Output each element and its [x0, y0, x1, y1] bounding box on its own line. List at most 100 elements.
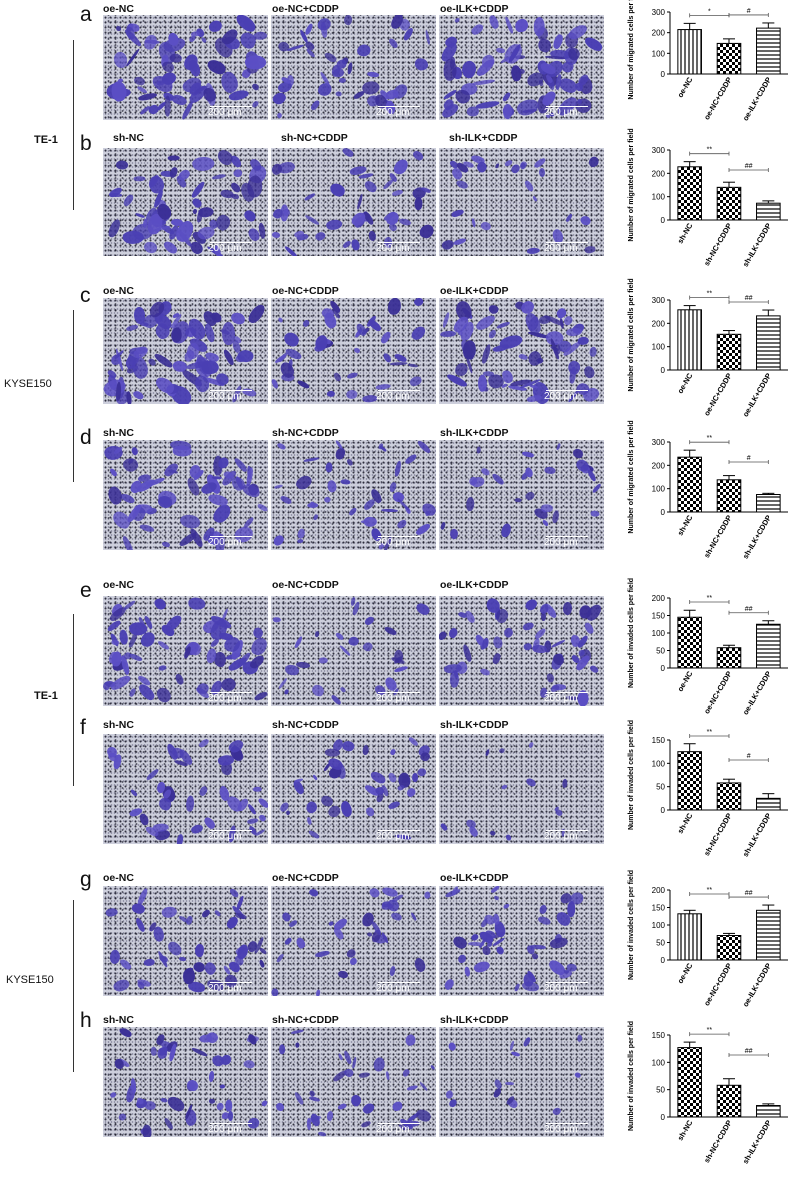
y-tick-label: 200	[652, 319, 666, 328]
image-label: sh-ILK+CDDP	[440, 1014, 509, 1026]
micrograph: 200 μm	[439, 596, 604, 706]
stained-cell	[159, 1097, 168, 1104]
stained-cell	[440, 330, 457, 337]
stained-cell	[311, 683, 326, 697]
scale-bar-label: 200 μm	[208, 537, 242, 548]
stained-cell	[353, 347, 361, 354]
stained-cell	[561, 600, 573, 615]
stained-cell	[418, 1081, 429, 1092]
stained-cell	[278, 1043, 286, 1055]
stained-cell	[552, 653, 566, 666]
stained-cell	[484, 748, 490, 757]
image-label: oe-ILK+CDDP	[440, 3, 509, 15]
bar	[756, 494, 781, 513]
stained-cell	[388, 481, 398, 493]
image-label: oe-ILK+CDDP	[440, 285, 509, 297]
stained-cell	[521, 620, 535, 632]
x-tick-label: sh-ILK+CDDP	[741, 812, 773, 859]
stained-cell	[500, 783, 509, 791]
scale-bar-label: 200 μm	[544, 983, 578, 994]
stained-cell	[173, 672, 186, 686]
stained-cell	[393, 459, 402, 477]
stained-cell	[151, 596, 168, 612]
micrograph: 200 μm	[439, 440, 604, 550]
scale-bar	[210, 390, 252, 391]
stained-cell	[232, 167, 244, 179]
stained-cell	[527, 741, 535, 750]
stained-cell	[212, 475, 223, 480]
stained-cell	[367, 886, 382, 900]
stained-cell	[362, 497, 377, 511]
stained-cell	[367, 71, 380, 78]
stained-cell	[424, 29, 431, 46]
stained-cell	[408, 375, 423, 388]
scale-bar	[210, 982, 252, 983]
stained-cell	[368, 769, 388, 786]
stained-cell	[121, 599, 136, 612]
stained-cell	[236, 942, 250, 961]
stained-cell	[454, 17, 461, 24]
micrograph: 200 μm	[271, 298, 436, 404]
stained-cell	[457, 954, 467, 965]
stained-cell	[304, 213, 321, 226]
stained-cell	[191, 1047, 209, 1058]
scale-bar	[210, 830, 252, 831]
stained-cell	[532, 644, 548, 654]
stained-cell	[242, 1058, 256, 1071]
y-axis-label: Number of invaded cells per field	[628, 870, 635, 980]
stained-cell	[380, 508, 398, 512]
stained-cell	[483, 945, 492, 956]
stained-cell	[290, 1028, 304, 1035]
panel-letter-b: b	[80, 132, 92, 155]
scale-bar-label: 200 μm	[208, 243, 242, 254]
x-tick-label: oe-NC+CDDP	[702, 670, 734, 716]
stained-cell	[246, 817, 259, 826]
scale-bar	[378, 830, 420, 831]
stained-cell	[118, 1027, 133, 1039]
stained-cell	[277, 40, 291, 54]
stained-cell	[491, 634, 505, 650]
stained-cell	[345, 389, 359, 401]
significance-label: ##	[745, 890, 753, 897]
stained-cell	[476, 446, 481, 454]
stained-cell	[349, 1093, 363, 1108]
x-tick-label: sh-NC+CDDP	[702, 1119, 734, 1165]
stained-cell	[271, 231, 281, 238]
micrograph: 200 μm	[103, 1027, 268, 1137]
y-axis-label: Number of invaded cells per field	[628, 1021, 635, 1131]
stained-cell	[487, 15, 501, 30]
stained-cell	[125, 47, 141, 67]
stained-cell	[573, 1071, 583, 1080]
micrograph: 200 μm	[103, 15, 268, 120]
stained-cell	[163, 95, 171, 118]
stained-cell	[514, 95, 541, 120]
panel-letter-f: f	[80, 716, 86, 739]
image-label: oe-NC	[103, 872, 134, 884]
stained-cell	[133, 175, 146, 182]
stained-cell	[495, 47, 506, 54]
scale-bar	[378, 692, 420, 693]
micrograph: 200 μm	[271, 15, 436, 120]
stained-cell	[179, 514, 201, 530]
stained-cell	[583, 621, 595, 636]
stained-cell	[176, 833, 184, 844]
stained-cell	[112, 977, 132, 995]
stained-cell	[387, 771, 398, 784]
bar	[677, 29, 702, 75]
stained-cell	[540, 904, 548, 914]
stained-cell	[326, 1110, 335, 1122]
stained-cell	[493, 895, 500, 901]
y-tick-label: 100	[652, 49, 666, 58]
y-tick-label: 0	[661, 956, 666, 965]
stained-cell	[517, 353, 528, 361]
scale-bar	[378, 536, 420, 537]
stained-cell	[490, 651, 502, 666]
stained-cell	[252, 31, 267, 41]
x-tick-label: oe-NC	[676, 669, 695, 693]
y-tick-label: 0	[661, 806, 666, 815]
x-tick-label: sh-ILK+CDDP	[741, 1119, 773, 1166]
stained-cell	[120, 534, 136, 550]
stained-cell	[322, 51, 338, 64]
stained-cell	[133, 76, 146, 86]
stained-cell	[315, 989, 320, 996]
